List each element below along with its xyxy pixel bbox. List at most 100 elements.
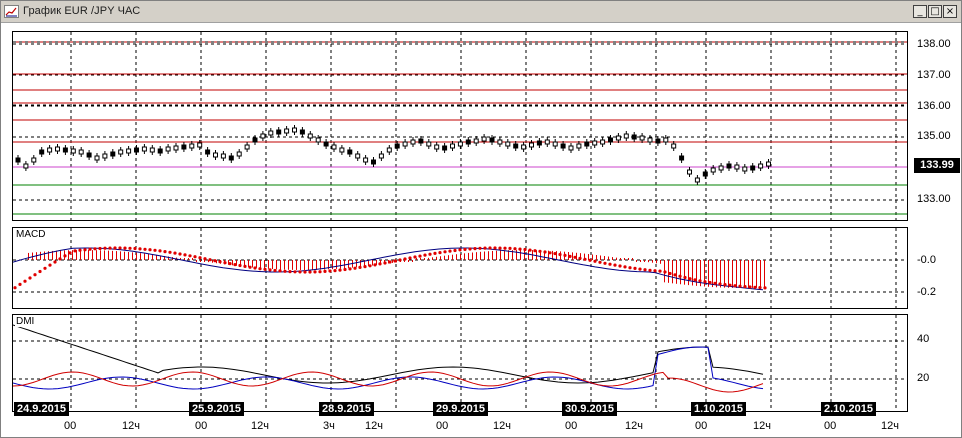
candle-body: [23, 163, 29, 169]
macd-histogram-bar: [300, 260, 301, 270]
macd-signal-dot: [393, 259, 397, 263]
candle-body: [600, 139, 606, 145]
close-button[interactable]: ×: [943, 5, 957, 18]
macd-signal-dot: [358, 265, 362, 269]
macd-signal-dot: [258, 267, 262, 271]
macd-histogram-bar: [308, 260, 309, 270]
candle-body: [536, 140, 542, 146]
macd-histogram-bar: [56, 250, 57, 260]
macd-signal-dot: [718, 282, 722, 286]
candle-body: [149, 147, 155, 153]
macd-histogram-bar: [728, 260, 729, 288]
macd-signal-dot: [383, 261, 387, 265]
macd-signal-dot: [178, 252, 182, 256]
macd-signal-dot: [83, 248, 87, 252]
candle-body: [552, 141, 558, 147]
hour-label: 00: [64, 420, 77, 432]
macd-histogram-bar: [592, 254, 593, 260]
window-title: График EUR /JPY ЧАС: [23, 5, 141, 17]
macd-histogram-bar: [44, 251, 45, 260]
candle-body: [560, 143, 566, 149]
minimize-button[interactable]: _: [913, 5, 927, 18]
macd-histogram-bar: [476, 252, 477, 260]
macd-panel[interactable]: MACD: [12, 227, 908, 309]
macd-histogram-bar: [420, 258, 421, 260]
macd-histogram-bar: [136, 252, 137, 260]
candle-body: [726, 163, 732, 169]
macd-signal-dot: [593, 259, 597, 263]
macd-histogram-bar: [264, 260, 265, 269]
macd-histogram-bar: [404, 260, 405, 262]
macd-signal-dot: [488, 246, 492, 250]
macd-signal-dot: [188, 254, 192, 258]
date-label: 29.9.2015: [433, 402, 488, 416]
candle-body: [521, 144, 527, 150]
candle-body: [465, 139, 471, 145]
macd-signal-dot: [343, 267, 347, 272]
macd-histogram-bar: [324, 260, 325, 270]
macd-signal-dot: [643, 268, 647, 272]
macd-signal-dot: [523, 247, 527, 252]
macd-histogram-bar: [508, 250, 509, 260]
candle-body: [576, 143, 582, 149]
macd-signal-dot: [113, 246, 117, 250]
macd-histogram-bar: [692, 260, 693, 286]
maximize-button[interactable]: □: [928, 5, 942, 18]
macd-histogram-bar: [292, 260, 293, 270]
macd-histogram-bar: [432, 257, 433, 260]
macd-histogram-bar: [584, 253, 585, 260]
macd-histogram-bar: [336, 260, 337, 269]
macd-histogram-bar: [96, 250, 97, 260]
candle-body: [220, 153, 226, 159]
macd-signal-dot: [458, 248, 462, 252]
macd-histogram-bar: [512, 250, 513, 260]
macd-histogram-bar: [84, 250, 85, 260]
dmi-panel[interactable]: DMI: [12, 314, 908, 412]
candle-body: [505, 141, 511, 147]
candle-body: [189, 143, 195, 149]
candle-body: [718, 165, 724, 171]
macd-histogram-bar: [92, 250, 93, 260]
macd-signal-dot: [183, 253, 187, 257]
macd-signal-dot: [513, 247, 517, 251]
dmi-adx-line: [13, 324, 764, 384]
macd-histogram-bar: [488, 251, 489, 260]
macd-signal-dot: [538, 249, 542, 253]
macd-histogram-bar: [272, 260, 273, 270]
macd-signal-dot: [653, 269, 657, 273]
macd-signal-dot: [313, 270, 317, 274]
macd-signal-dot: [578, 256, 582, 260]
macd-histogram-bar: [412, 260, 413, 262]
dmi-label-40: 40: [917, 333, 930, 345]
macd-signal-dot: [623, 265, 627, 269]
candle-body: [331, 144, 337, 150]
macd-signal-dot: [378, 262, 382, 266]
macd-histogram-bar: [392, 260, 393, 263]
macd-histogram-bar: [164, 255, 165, 260]
macd-signal-dot: [758, 286, 762, 290]
macd-histogram-bar: [364, 260, 365, 267]
macd-histogram-bar: [112, 250, 113, 260]
macd-signal-dot: [133, 246, 137, 251]
candle-body: [750, 165, 756, 171]
macd-histogram-bar: [544, 250, 545, 260]
macd-histogram-bar: [144, 253, 145, 260]
macd-histogram-bar: [192, 258, 193, 260]
macd-histogram-bar: [368, 260, 369, 266]
date-label: 24.9.2015: [14, 402, 69, 416]
candle-body: [292, 127, 297, 133]
candle-body: [655, 138, 661, 144]
macd-signal-dot: [423, 253, 427, 257]
hour-label: 00: [565, 420, 578, 432]
macd-histogram-bar: [748, 260, 749, 288]
candle-body: [671, 143, 677, 149]
price-chart-panel[interactable]: [12, 31, 908, 221]
macd-histogram-bar: [72, 250, 73, 260]
title-bar[interactable]: График EUR /JPY ЧАС _ □ ×: [1, 1, 961, 23]
macd-signal-dot: [408, 256, 412, 260]
macd-histogram-bar: [580, 253, 581, 260]
candle-body: [268, 130, 274, 136]
macd-histogram-bar: [736, 260, 737, 288]
macd-histogram-bar: [680, 260, 681, 285]
candle-body: [450, 143, 455, 149]
